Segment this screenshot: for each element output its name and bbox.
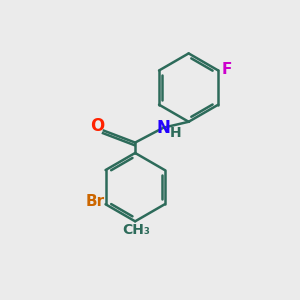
- Text: N: N: [156, 119, 170, 137]
- Text: H: H: [170, 126, 182, 140]
- Text: F: F: [222, 61, 232, 76]
- Text: CH₃: CH₃: [123, 223, 151, 237]
- Text: Br: Br: [85, 194, 105, 209]
- Text: O: O: [90, 117, 104, 135]
